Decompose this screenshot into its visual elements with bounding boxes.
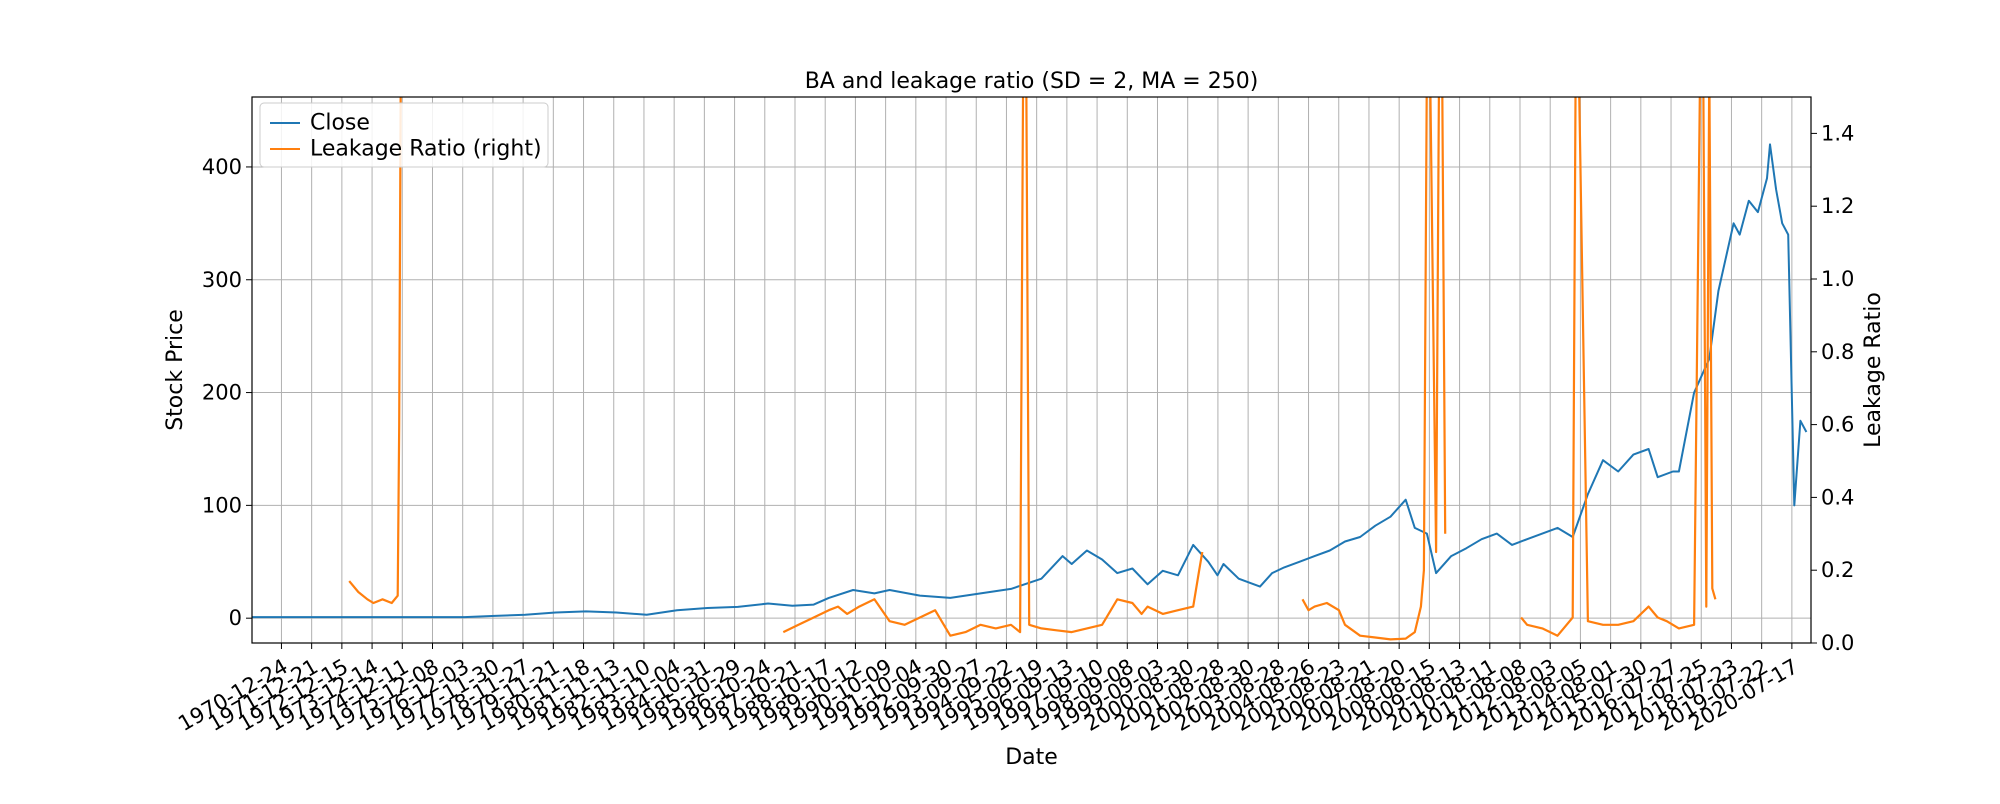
y-tick-label-left: 300 xyxy=(202,268,242,292)
y-axis-label-right: Leakage Ratio xyxy=(1861,292,1886,448)
series-line-leakage-ratio xyxy=(1520,97,1717,637)
legend-label-close: Close xyxy=(310,111,370,136)
grid-layer xyxy=(252,97,1811,643)
series-line-leakage-ratio xyxy=(348,97,402,605)
axes-layer: 1970-12-241971-12-211972-12-151973-12-14… xyxy=(174,121,1854,736)
y-tick-label-left: 400 xyxy=(202,155,242,179)
y-tick-label-right: 1.0 xyxy=(1821,267,1854,291)
series-line-leakage-ratio xyxy=(1301,97,1447,641)
y-axis-label-left: Stock Price xyxy=(163,309,188,431)
y-tick-label-right: 0.0 xyxy=(1821,631,1854,655)
series-line-close xyxy=(252,143,1808,619)
data-layer xyxy=(252,97,1808,641)
chart-title: BA and leakage ratio (SD = 2, MA = 250) xyxy=(805,69,1259,94)
series-line-leakage-ratio xyxy=(782,97,1204,637)
y-tick-label-right: 0.4 xyxy=(1821,485,1854,509)
y-tick-label-right: 1.2 xyxy=(1821,194,1854,218)
y-tick-label-right: 0.6 xyxy=(1821,413,1854,437)
x-axis-label: Date xyxy=(1005,745,1058,770)
plot-frame xyxy=(251,96,1812,644)
chart-legend: Close Leakage Ratio (right) xyxy=(259,102,549,168)
y-tick-label-right: 0.8 xyxy=(1821,340,1854,364)
y-tick-label-right: 0.2 xyxy=(1821,558,1854,582)
y-tick-label-left: 200 xyxy=(202,381,242,405)
y-tick-label-left: 0 xyxy=(229,606,242,630)
y-tick-label-right: 1.4 xyxy=(1821,121,1854,145)
legend-label-leakage-ratio: Leakage Ratio (right) xyxy=(310,137,542,162)
y-tick-label-left: 100 xyxy=(202,493,242,517)
legend-box xyxy=(259,102,549,168)
